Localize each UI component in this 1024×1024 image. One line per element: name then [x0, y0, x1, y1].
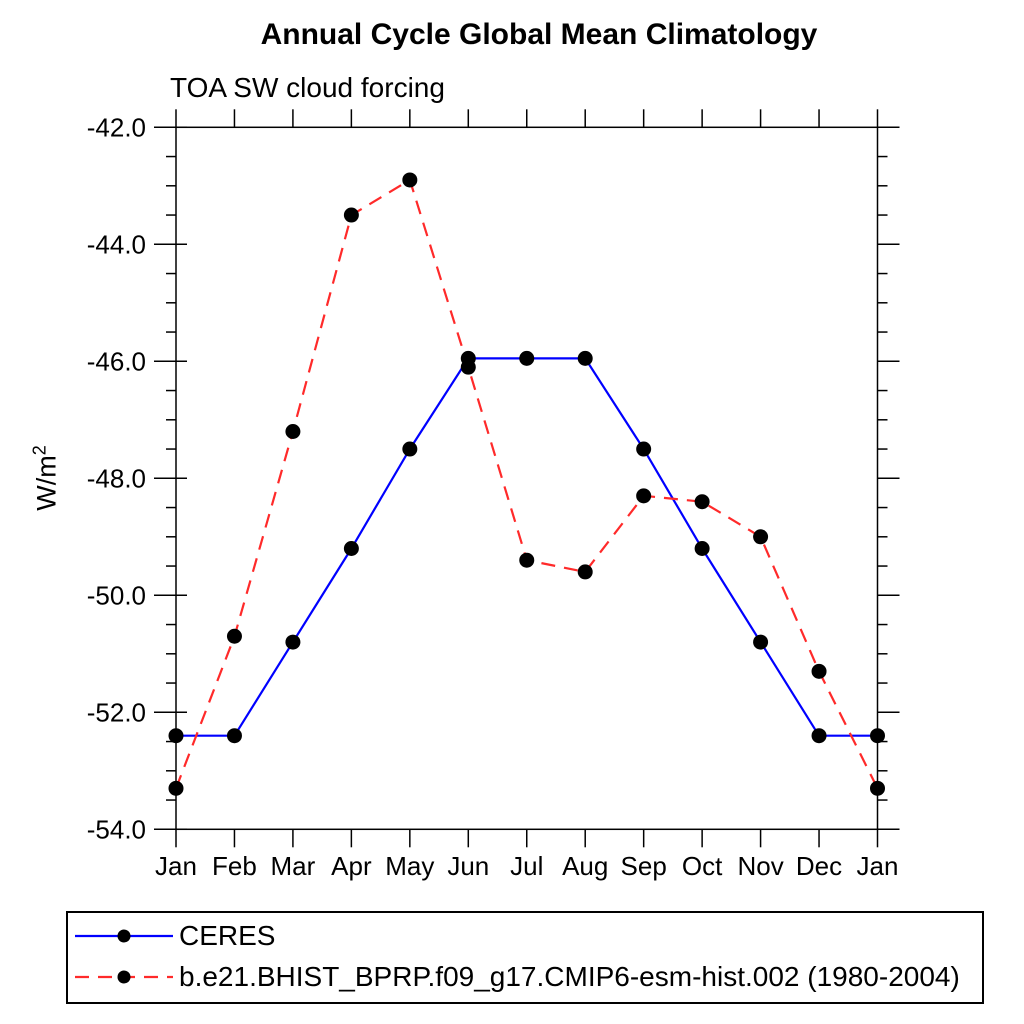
- data-point-ceres: [753, 634, 769, 650]
- x-tick-label: Nov: [737, 851, 783, 881]
- plot-area: -42.0 -44.0 -46.0 -48.0 -50.0 -52.0 -54.0 Jan Fe…: [87, 109, 900, 881]
- x-tick-label: Jan: [857, 851, 899, 881]
- legend-item-ceres: CERES: [68, 915, 982, 956]
- y-tick-label: -42.0: [87, 112, 146, 142]
- data-point-ceres: [519, 350, 535, 366]
- series-line-ceres: [176, 357, 878, 737]
- data-point-ceres: [694, 541, 710, 556]
- data-point-ceres: [402, 441, 418, 457]
- x-tick-label: Feb: [212, 851, 257, 881]
- legend-label-ceres: CERES: [179, 919, 276, 951]
- y-tick-label: -46.0: [87, 346, 146, 376]
- data-point-model: [577, 564, 593, 580]
- data-point-model: [753, 529, 769, 545]
- series-line-model: [174, 178, 879, 789]
- x-tick-label: Jul: [510, 851, 543, 881]
- data-point-ceres: [226, 728, 242, 744]
- data-point-model: [519, 552, 535, 568]
- legend-item-model: b.e21.BHIST_BPRP.f09_g17.CMIP6-esm-hist.…: [68, 956, 982, 997]
- data-point-model: [694, 494, 710, 510]
- x-tick-label: Sep: [621, 851, 667, 881]
- data-point-ceres: [636, 441, 652, 457]
- data-point-ceres: [577, 350, 593, 366]
- legend-label-model: b.e21.BHIST_BPRP.f09_g17.CMIP6-esm-hist.…: [179, 960, 960, 992]
- legend-swatch-model: [75, 970, 173, 983]
- plot-box: [175, 126, 879, 831]
- data-point-model: [870, 780, 885, 796]
- data-point-ceres: [870, 728, 885, 744]
- legend: CERES b.e21.BHIST_BPRP.f09_g17.CMIP6-esm…: [66, 911, 984, 1004]
- data-point-model: [343, 207, 359, 223]
- legend-swatch-ceres: [75, 929, 173, 942]
- y-tick-label: -44.0: [87, 229, 146, 259]
- y-tick-label: -50.0: [87, 580, 146, 610]
- data-point-ceres: [168, 728, 184, 744]
- chart-title: Annual Cycle Global Mean Climatology: [260, 18, 818, 51]
- data-point-model: [636, 488, 652, 504]
- x-tick-label: Jun: [447, 851, 489, 881]
- y-tick-label: -52.0: [87, 697, 146, 727]
- legend-marker-dot-ceres: [117, 929, 131, 942]
- x-tick-label: Oct: [682, 851, 723, 881]
- y-tick-label: -48.0: [87, 463, 146, 493]
- x-tick-label: May: [385, 851, 434, 881]
- data-point-model: [168, 780, 184, 796]
- legend-marker-dot-model: [117, 970, 131, 983]
- data-point-ceres: [285, 634, 301, 650]
- y-tick-label: -54.0: [87, 814, 146, 844]
- data-point-model: [226, 628, 242, 644]
- chart-subtitle: TOA SW cloud forcing: [170, 72, 445, 103]
- x-tick-label: Jan: [155, 851, 197, 881]
- x-tick-label: Aug: [562, 851, 608, 881]
- data-point-ceres: [343, 541, 359, 556]
- x-tick-label: Dec: [796, 851, 842, 881]
- data-point-model: [460, 359, 476, 375]
- data-point-model: [811, 663, 827, 679]
- x-tick-label: Apr: [331, 851, 372, 881]
- data-point-model: [285, 424, 301, 439]
- data-point-ceres: [811, 728, 827, 744]
- x-tick-label: Mar: [271, 851, 316, 881]
- data-point-model: [402, 172, 418, 188]
